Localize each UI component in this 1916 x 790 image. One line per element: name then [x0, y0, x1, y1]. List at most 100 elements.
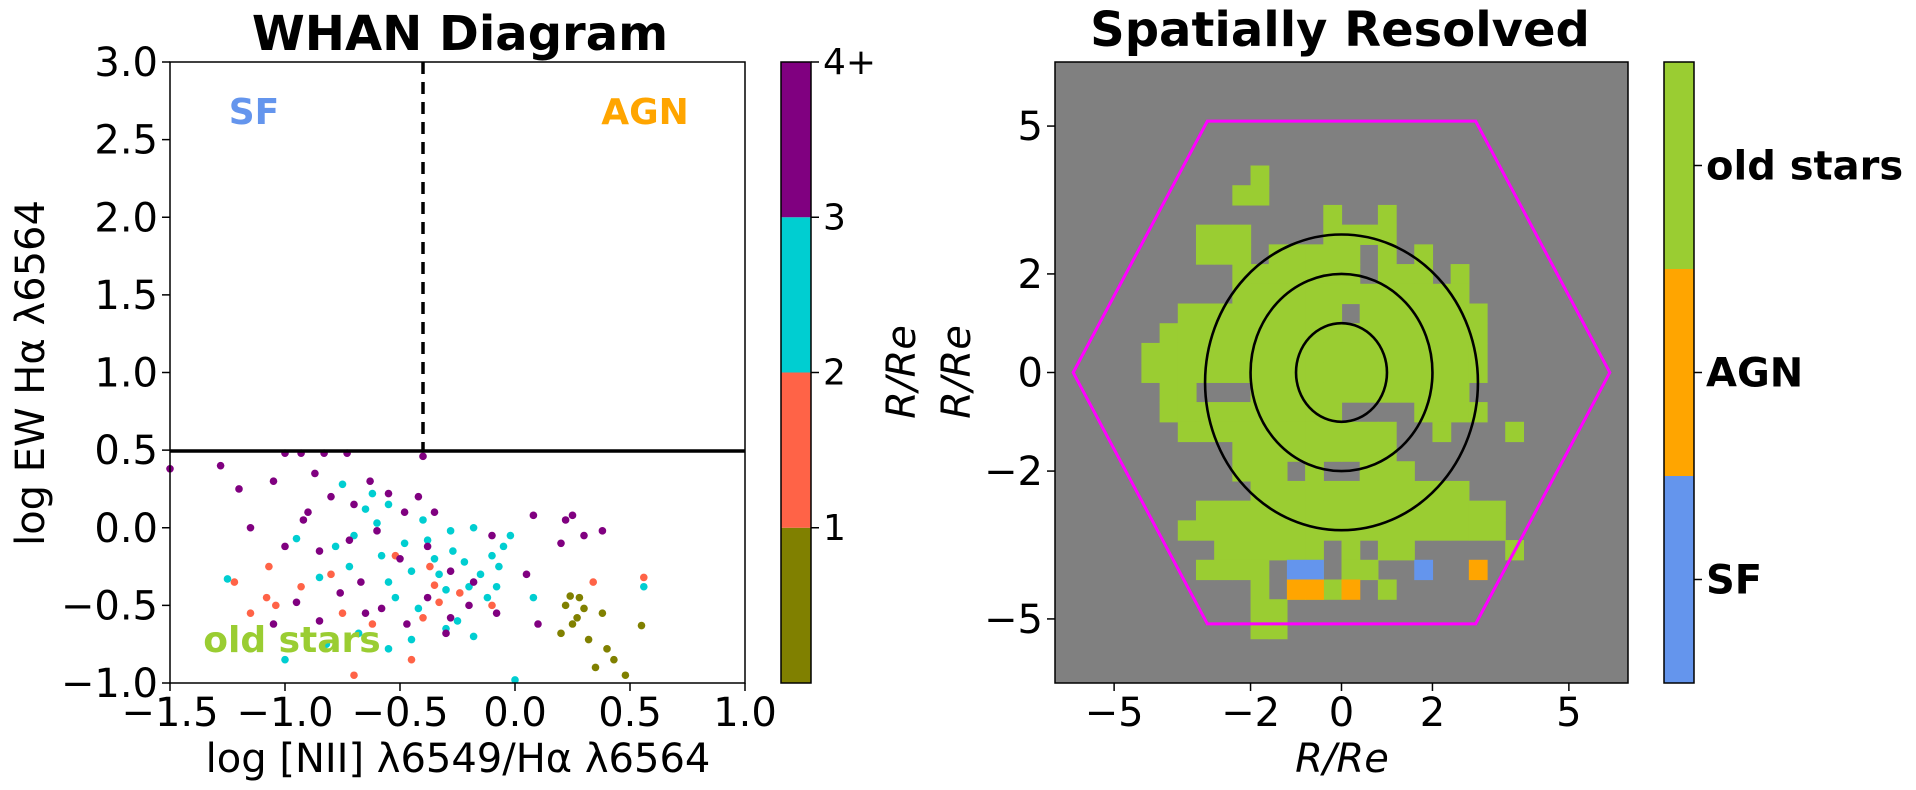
- scatter-point: [469, 578, 478, 586]
- old-stars-cell: [1414, 362, 1434, 383]
- old-stars-cell: [1341, 421, 1361, 443]
- scatter-point: [492, 609, 501, 617]
- old-stars-cell: [1305, 421, 1324, 443]
- scatter-point: [566, 592, 574, 600]
- scatter-point: [246, 523, 255, 532]
- whan-panel: WHAN Diagram SF AGN old stars −1.5 −1.0 −0…: [8, 6, 777, 782]
- scatter-point: [384, 500, 393, 509]
- old-stars-cell: [1323, 244, 1343, 265]
- old-stars-cell: [1468, 500, 1488, 521]
- old-stars-cell: [1396, 540, 1415, 561]
- scatter-point: [327, 570, 335, 579]
- old-stars-cell: [1232, 421, 1252, 443]
- old-stars-cell: [1286, 402, 1306, 423]
- old-stars-cell: [1341, 342, 1361, 364]
- old-stars-cell: [1377, 323, 1397, 344]
- scatter-point: [568, 511, 577, 520]
- old-stars-cell: [1250, 283, 1270, 305]
- whan-region-label-agn: AGN: [601, 92, 689, 133]
- old-stars-cell: [1159, 323, 1179, 344]
- scatter-point: [584, 635, 593, 644]
- scatter-point: [446, 567, 455, 576]
- scatter-point: [223, 575, 232, 583]
- colorbar-tick-label: SF: [1706, 558, 1762, 604]
- old-stars-cell: [1432, 382, 1452, 403]
- old-stars-cell: [1250, 559, 1270, 581]
- old-stars-cell: [1396, 520, 1415, 541]
- old-stars-cell: [1396, 342, 1415, 364]
- old-stars-cell: [1305, 303, 1324, 324]
- sf-cell: [1286, 559, 1306, 581]
- scatter-point: [499, 542, 508, 551]
- old-stars-cell: [1195, 244, 1215, 265]
- old-stars-cell: [1268, 264, 1288, 285]
- scatter-point: [456, 589, 464, 597]
- scatter-point: [430, 555, 439, 563]
- y-tick-label: −0.5: [61, 583, 158, 629]
- scatter-point: [419, 613, 427, 622]
- scatter-point: [354, 629, 363, 638]
- old-stars-cell: [1195, 559, 1215, 581]
- scatter-point: [557, 629, 565, 638]
- scatter-point: [361, 609, 370, 617]
- scatter-point: [476, 570, 485, 579]
- y-tick-label: −5: [984, 597, 1043, 643]
- scatter-point: [311, 469, 319, 478]
- old-stars-cell: [1268, 382, 1288, 403]
- scatter-point: [529, 593, 538, 602]
- colorbar-tick-label: AGN: [1706, 351, 1803, 397]
- whan-colorbar-ticks: 1 2 3 4+: [811, 42, 876, 549]
- old-stars-cell: [1341, 382, 1361, 403]
- old-stars-cell: [1359, 421, 1379, 443]
- x-tick-label: 0: [1329, 690, 1354, 736]
- scatter-point: [368, 489, 377, 498]
- old-stars-cell: [1396, 382, 1415, 403]
- whan-colorbar-segments: [781, 62, 811, 683]
- old-stars-cell: [1323, 480, 1343, 502]
- sf-cell: [1305, 559, 1324, 581]
- old-stars-cell: [1232, 402, 1252, 423]
- scatter-point: [414, 492, 423, 501]
- scatter-point: [299, 516, 308, 524]
- old-stars-cell: [1487, 520, 1506, 541]
- colorbar-tick-label: old stars: [1706, 144, 1903, 190]
- scatter-point: [511, 676, 519, 684]
- scatter-point: [483, 593, 492, 602]
- radius-ellipse: [1294, 321, 1389, 424]
- old-stars-cell: [1396, 480, 1415, 502]
- old-stars-cell: [1414, 303, 1434, 324]
- old-stars-cell: [1359, 480, 1379, 502]
- old-stars-cell: [1268, 599, 1288, 620]
- scatter-point: [621, 671, 630, 680]
- old-stars-cell: [1359, 382, 1379, 403]
- old-stars-cell: [1214, 559, 1233, 581]
- x-tick-label: −1.5: [121, 690, 218, 736]
- old-stars-cell: [1250, 520, 1270, 541]
- y-tick-label: 1.5: [94, 273, 158, 319]
- old-stars-cell: [1341, 362, 1361, 383]
- scatter-point: [598, 609, 607, 617]
- old-stars-cell: [1177, 303, 1197, 324]
- x-tick-label: 2: [1420, 690, 1445, 736]
- old-stars-cell: [1432, 500, 1452, 521]
- scatter-point: [350, 671, 358, 680]
- scatter-point: [315, 573, 324, 582]
- old-stars-cell: [1268, 303, 1288, 324]
- scatter-point: [430, 581, 439, 589]
- old-stars-cell: [1232, 185, 1252, 206]
- scatter-point: [435, 570, 443, 579]
- scatter-point: [568, 620, 577, 628]
- scatter-point: [272, 601, 280, 610]
- old-stars-cell: [1377, 224, 1397, 245]
- old-stars-cell: [1341, 283, 1361, 305]
- old-stars-cell: [1341, 323, 1361, 344]
- y-tick-label: 0.0: [94, 506, 158, 552]
- scatter-point: [453, 617, 462, 625]
- scatter-point: [262, 593, 271, 602]
- radius-ellipse: [1203, 233, 1480, 532]
- old-stars-cell: [1159, 382, 1179, 403]
- old-stars-cell: [1432, 421, 1452, 443]
- old-stars-cell: [1232, 283, 1252, 305]
- old-stars-cell: [1286, 441, 1306, 462]
- radius-ellipse: [1249, 272, 1434, 473]
